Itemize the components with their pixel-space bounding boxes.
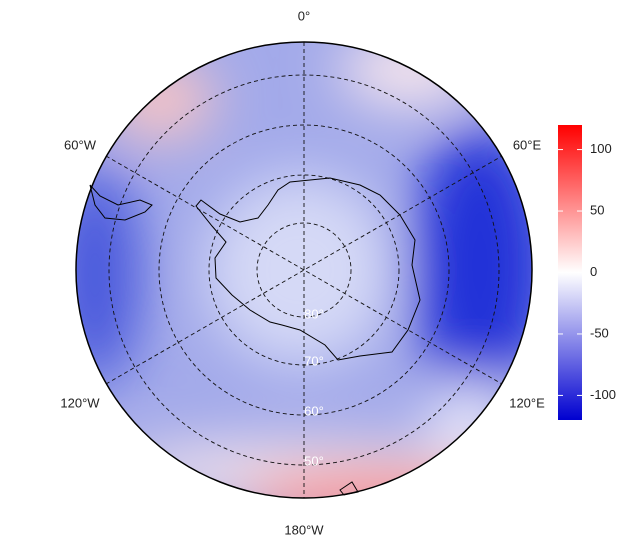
colorbar-tick-label: 50 bbox=[590, 202, 604, 217]
colorbar-tick-label: -50 bbox=[590, 325, 609, 340]
latitude-label: 80° bbox=[304, 306, 324, 321]
longitude-labels: 0° 60°E 120°E 180°W 120°W 60°W bbox=[60, 8, 545, 537]
latitude-label: 50° bbox=[304, 453, 324, 468]
longitude-label: 0° bbox=[298, 8, 310, 23]
longitude-label: 60°E bbox=[513, 137, 542, 152]
latitude-labels: 80° 70° 60° 50° bbox=[304, 306, 324, 468]
colorbar-tick-label: 0 bbox=[590, 264, 597, 279]
map-border bbox=[75, 41, 533, 499]
colorbar-tick-label: 100 bbox=[590, 141, 612, 156]
longitude-label: 120°W bbox=[60, 395, 100, 410]
longitude-label: 60°W bbox=[64, 137, 97, 152]
colorbar-ticks: -100 -50 0 50 100 bbox=[558, 141, 616, 402]
colorbar-tick-label: -100 bbox=[590, 387, 616, 402]
field bbox=[76, 42, 532, 498]
latitude-label: 60° bbox=[304, 403, 324, 418]
latitude-label: 70° bbox=[304, 353, 324, 368]
longitude-label: 120°E bbox=[509, 395, 545, 410]
longitude-label: 180°W bbox=[284, 522, 324, 537]
graticule bbox=[105, 42, 503, 498]
